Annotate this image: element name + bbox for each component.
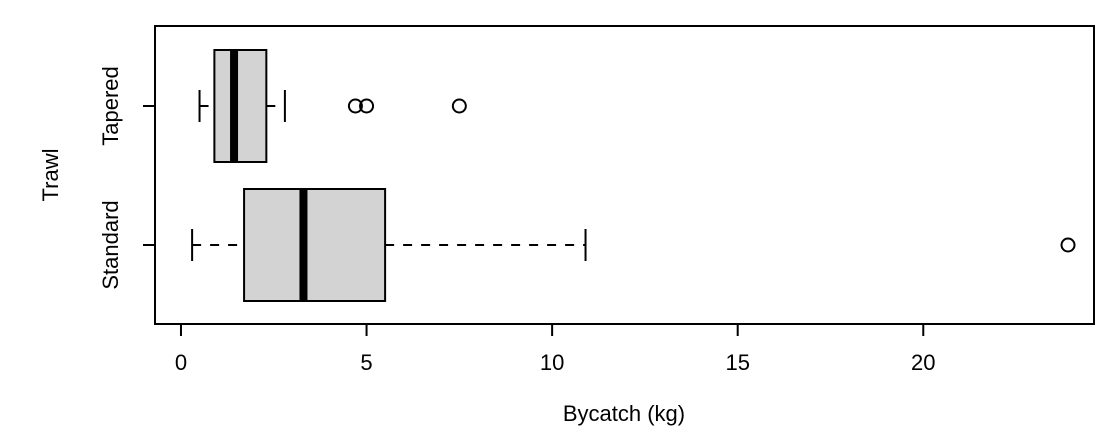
- box-iqr: [213, 49, 268, 163]
- box-tapered: [198, 49, 467, 163]
- outlier-point: [359, 98, 375, 114]
- x-tick-label: 20: [911, 350, 935, 375]
- x-tick-label: 10: [540, 350, 564, 375]
- x-tick-label: 0: [175, 350, 187, 375]
- boxes: [191, 49, 1076, 302]
- x-axis: 0 5 10 15 20: [175, 323, 936, 375]
- outlier-point: [451, 98, 467, 114]
- y-axis: Standard Tapered: [98, 66, 155, 290]
- y-axis-title: Trawl: [38, 149, 63, 202]
- x-tick-label: 5: [360, 350, 372, 375]
- outlier-point: [1060, 237, 1076, 253]
- box-standard: [191, 188, 1076, 302]
- x-axis-title: Bycatch (kg): [563, 401, 685, 426]
- y-tick-label-tapered: Tapered: [98, 66, 123, 146]
- box-iqr: [243, 188, 387, 302]
- y-tick-label-standard: Standard: [98, 200, 123, 289]
- x-tick-label: 15: [725, 350, 749, 375]
- outlier-point: [347, 98, 363, 114]
